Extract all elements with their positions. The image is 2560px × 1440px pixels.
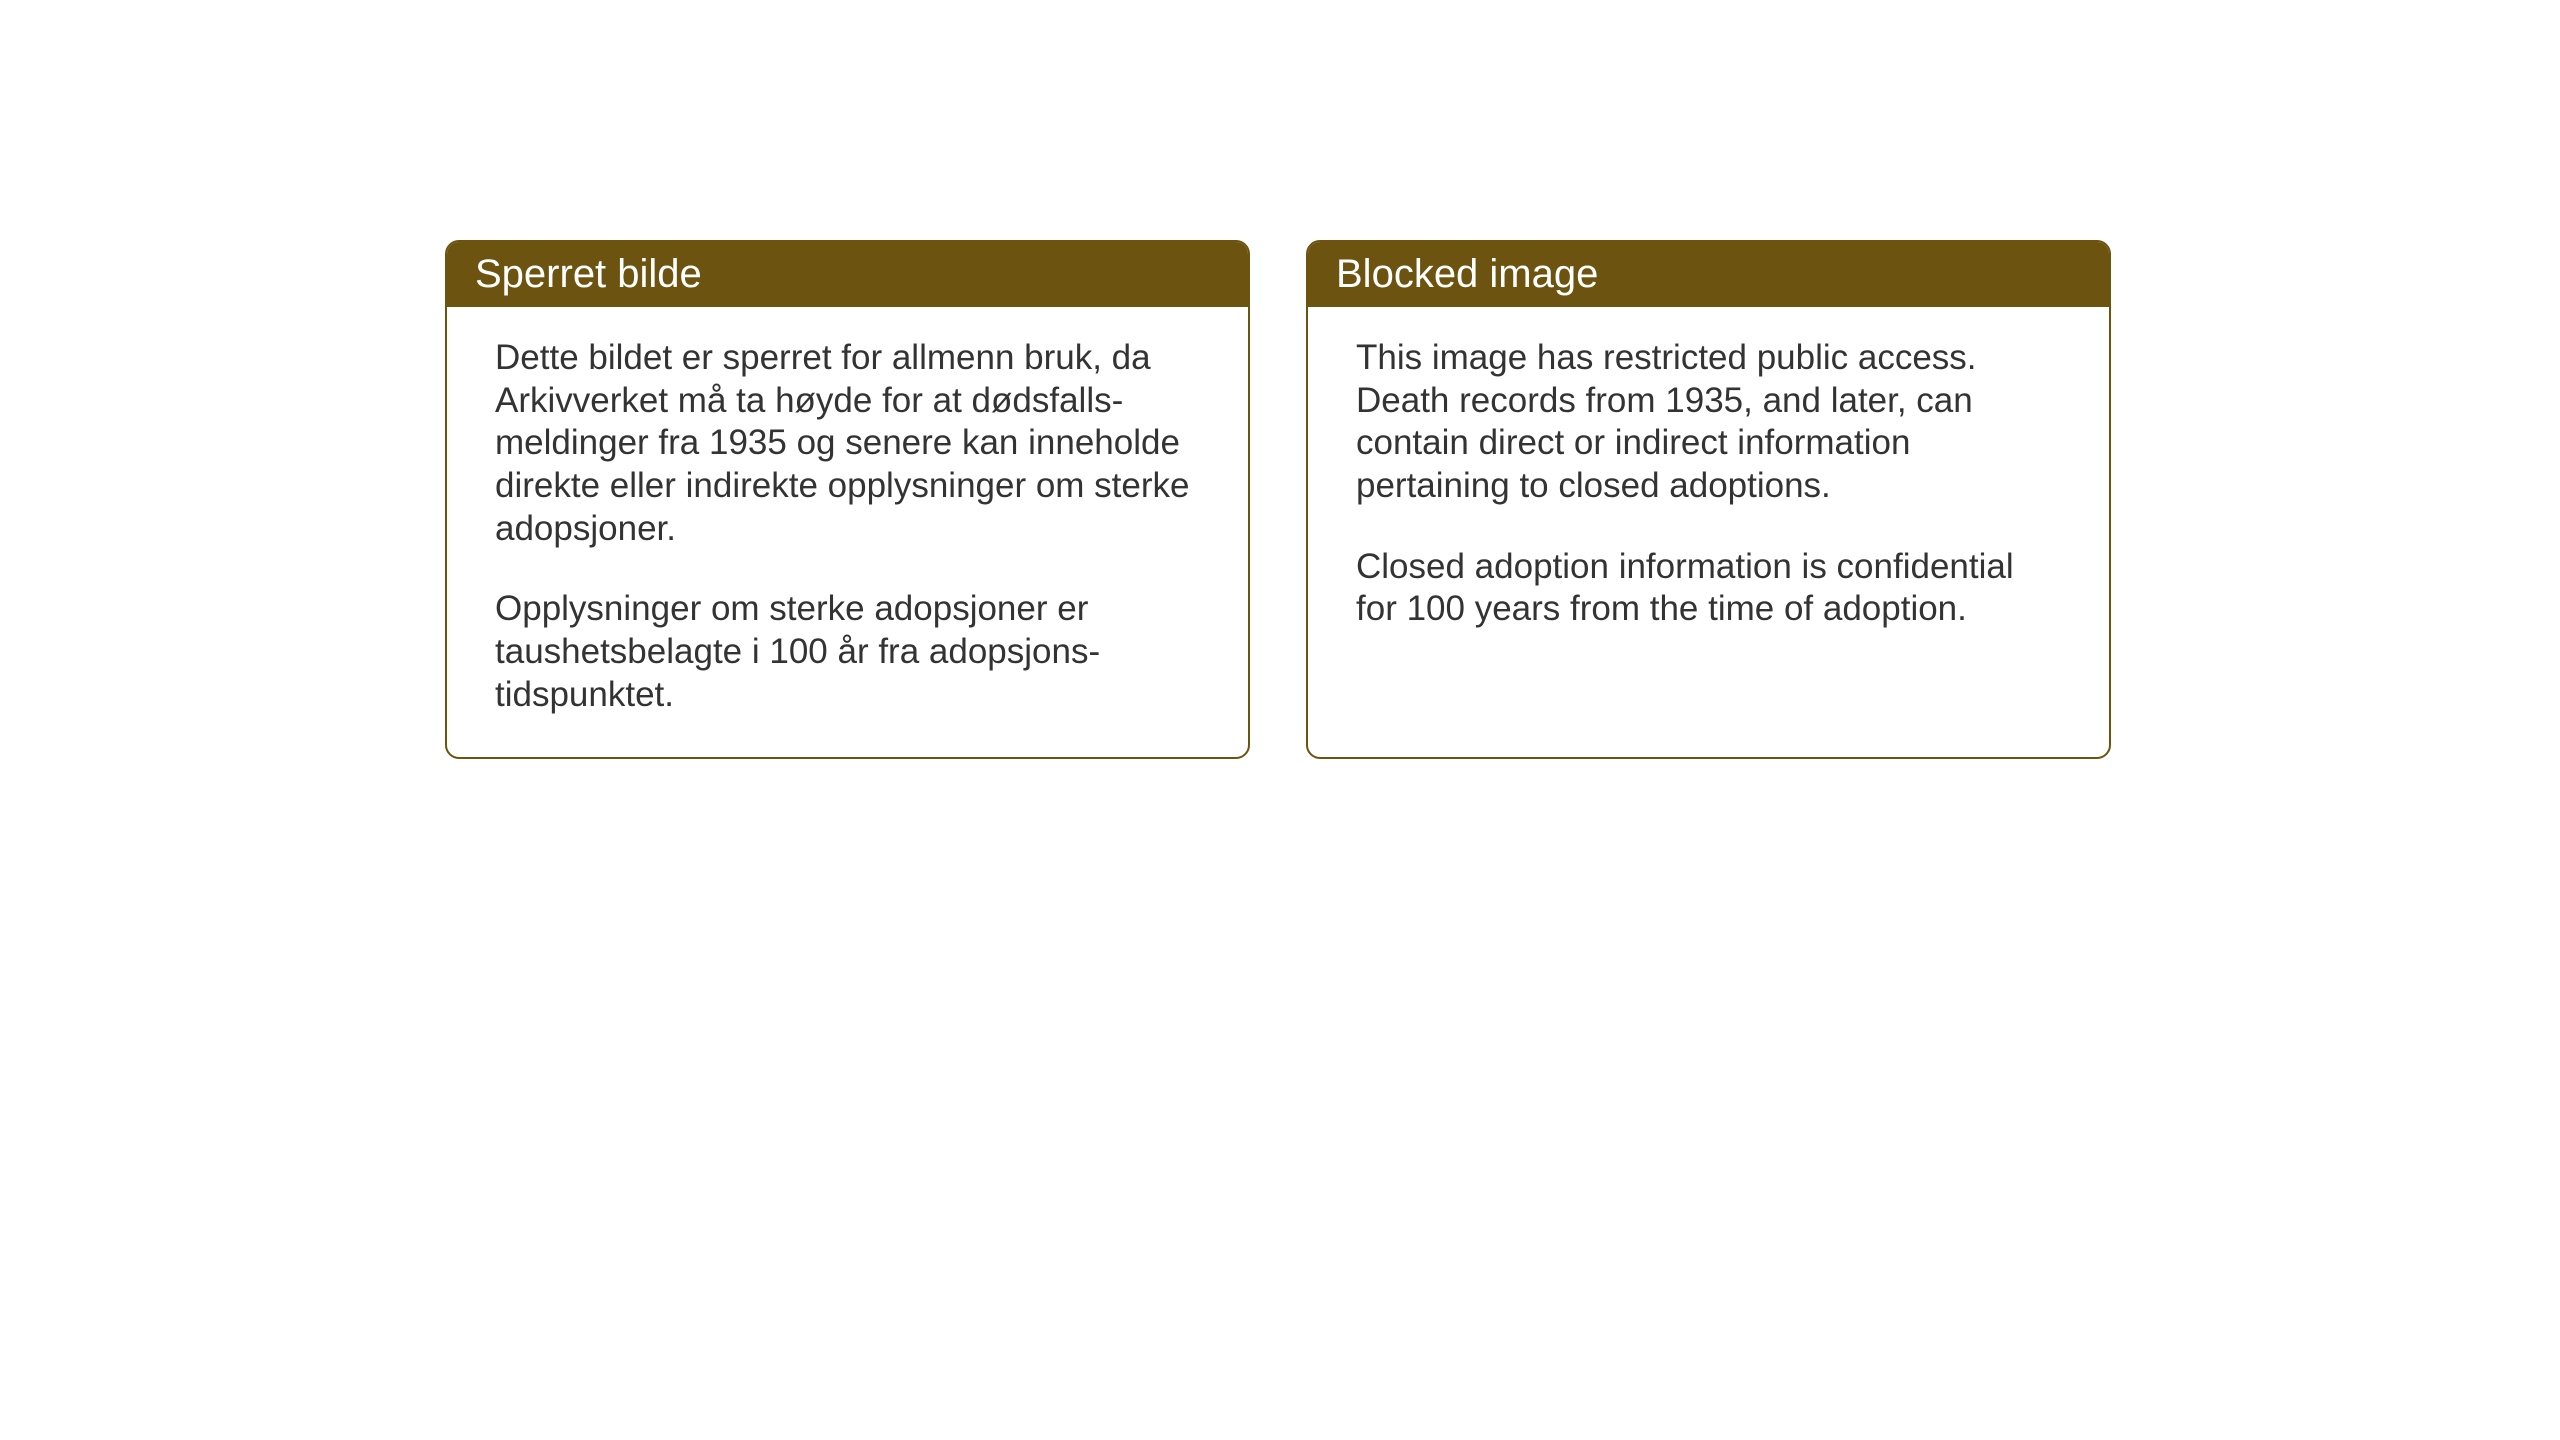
card-paragraph2-english: Closed adoption information is confident… xyxy=(1356,546,2061,631)
card-paragraph1-english: This image has restricted public access.… xyxy=(1356,337,2061,508)
card-header-english: Blocked image xyxy=(1308,242,2109,307)
card-body-norwegian: Dette bildet er sperret for allmenn bruk… xyxy=(447,307,1248,757)
cards-container: Sperret bilde Dette bildet er sperret fo… xyxy=(445,240,2111,759)
card-english: Blocked image This image has restricted … xyxy=(1306,240,2111,759)
card-paragraph1-norwegian: Dette bildet er sperret for allmenn bruk… xyxy=(495,337,1200,550)
card-title-english: Blocked image xyxy=(1336,252,1598,296)
card-header-norwegian: Sperret bilde xyxy=(447,242,1248,307)
card-body-english: This image has restricted public access.… xyxy=(1308,307,2109,671)
card-paragraph2-norwegian: Opplysninger om sterke adopsjoner er tau… xyxy=(495,588,1200,716)
card-title-norwegian: Sperret bilde xyxy=(475,252,702,296)
card-norwegian: Sperret bilde Dette bildet er sperret fo… xyxy=(445,240,1250,759)
